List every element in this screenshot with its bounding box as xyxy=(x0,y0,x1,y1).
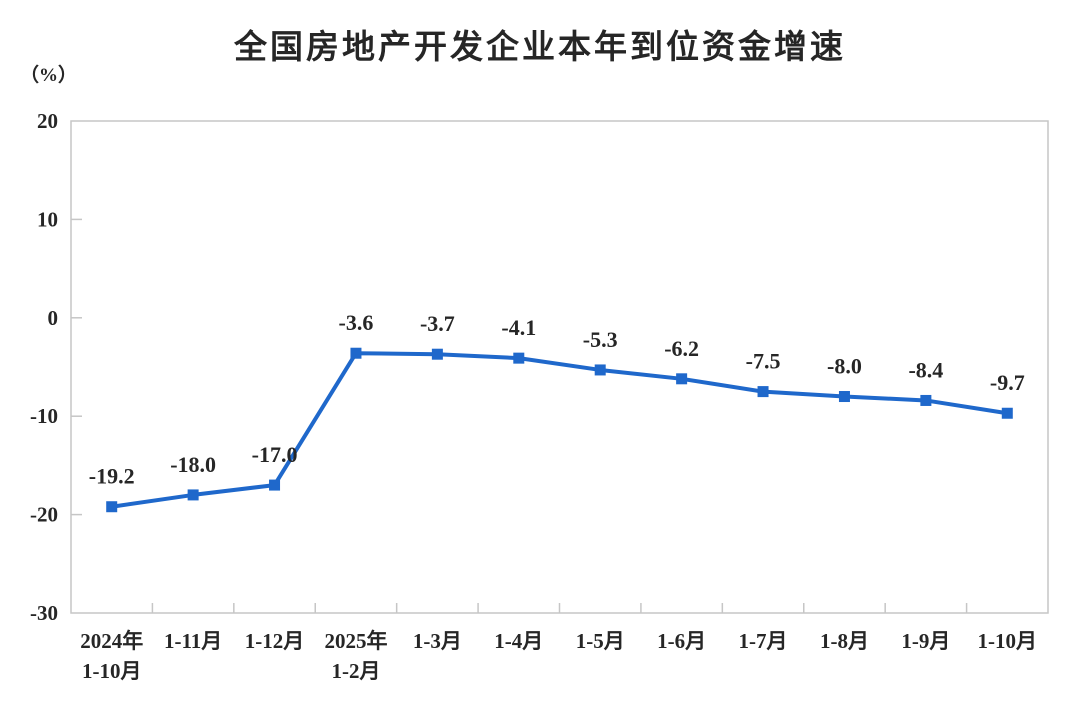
x-axis-label: 1-10月 xyxy=(978,629,1038,653)
data-point-marker xyxy=(187,489,199,501)
data-line xyxy=(109,351,1010,509)
x-axis-label: 1-6月 xyxy=(657,629,706,653)
y-tick-label: 10 xyxy=(37,207,58,231)
data-point-label: -5.3 xyxy=(583,327,618,352)
y-tick-label: -20 xyxy=(30,503,58,527)
data-point-label: -7.5 xyxy=(746,349,781,374)
x-axis-label: 1-9月 xyxy=(901,629,950,653)
data-point-label: -19.2 xyxy=(89,464,135,489)
y-tick-label: 0 xyxy=(48,306,59,330)
x-axis-label: 1-7月 xyxy=(739,629,788,653)
x-axis-label: 2025年 1-2月 xyxy=(324,629,387,683)
data-point-marker xyxy=(920,394,932,406)
y-tick-label: -10 xyxy=(30,404,58,428)
x-axis-label: 1-8月 xyxy=(820,629,869,653)
data-point-label: -4.1 xyxy=(501,315,536,340)
data-point-marker xyxy=(838,391,850,403)
plot-border xyxy=(70,120,1049,614)
data-point-label: -8.4 xyxy=(908,357,943,382)
data-point-marker xyxy=(431,348,443,360)
x-axis-label: 1-4月 xyxy=(494,629,543,653)
data-point-label: -18.0 xyxy=(170,452,216,477)
x-axis-label: 1-3月 xyxy=(413,629,462,653)
data-point-label: -6.2 xyxy=(664,336,699,361)
x-axis-label: 1-12月 xyxy=(245,629,305,653)
data-point-label: -3.7 xyxy=(420,311,455,336)
data-point-label: -17.0 xyxy=(252,442,298,467)
data-point-marker xyxy=(757,386,769,398)
data-point-marker xyxy=(594,364,606,376)
chart-title: 全国房地产开发企业本年到位资金增速 xyxy=(234,28,846,65)
data-point-marker xyxy=(350,347,362,359)
data-point-label: -9.7 xyxy=(990,370,1025,395)
y-tick-label: 20 xyxy=(37,109,58,133)
data-point-marker xyxy=(513,352,525,364)
data-point-marker xyxy=(1001,407,1013,419)
y-axis-unit-label: （%） xyxy=(20,65,78,86)
y-tick-label: -30 xyxy=(30,601,58,625)
data-point-marker xyxy=(269,479,281,491)
data-point-label: -3.6 xyxy=(339,310,374,335)
data-point-label: -8.0 xyxy=(827,354,862,379)
x-axis-label: 1-5月 xyxy=(576,629,625,653)
data-point-marker xyxy=(676,373,688,385)
data-point-marker xyxy=(106,501,118,513)
x-axis-label: 1-11月 xyxy=(164,629,222,653)
x-axis-label: 2024年 1-10月 xyxy=(80,629,143,683)
